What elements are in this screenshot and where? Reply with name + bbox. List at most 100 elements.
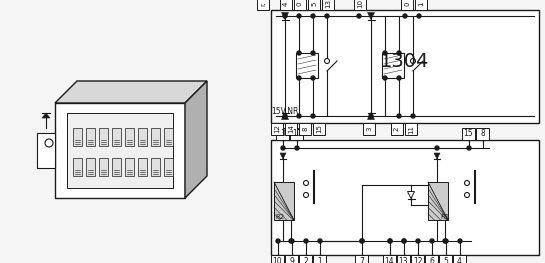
Circle shape	[304, 193, 308, 198]
Text: 6: 6	[429, 256, 434, 263]
Bar	[294, 0, 306, 10]
Polygon shape	[55, 81, 207, 103]
Bar	[354, 0, 366, 10]
Bar	[308, 0, 320, 10]
Text: 9: 9	[289, 256, 294, 263]
Polygon shape	[434, 153, 440, 159]
Circle shape	[360, 239, 364, 243]
Bar	[274, 182, 294, 220]
Bar	[55, 103, 185, 198]
Bar	[257, 0, 269, 10]
Circle shape	[397, 76, 401, 80]
Bar	[476, 128, 489, 140]
Circle shape	[304, 239, 308, 243]
Circle shape	[289, 239, 293, 243]
Bar	[164, 128, 173, 146]
Bar	[73, 128, 82, 146]
Circle shape	[360, 239, 364, 243]
Circle shape	[283, 114, 287, 118]
Bar	[138, 158, 147, 176]
Polygon shape	[42, 113, 50, 118]
Text: 11: 11	[292, 129, 301, 139]
Bar	[138, 128, 147, 146]
Text: R2: R2	[275, 214, 284, 220]
Bar	[299, 123, 311, 135]
Text: 15: 15	[316, 125, 322, 133]
Circle shape	[444, 239, 448, 243]
Text: 4: 4	[457, 256, 462, 263]
Circle shape	[297, 51, 301, 55]
Bar	[462, 128, 475, 140]
Circle shape	[311, 14, 315, 18]
Circle shape	[324, 58, 330, 63]
Circle shape	[297, 114, 301, 118]
Circle shape	[297, 14, 301, 18]
Circle shape	[318, 239, 322, 243]
Circle shape	[325, 14, 329, 18]
Bar	[285, 255, 298, 263]
Circle shape	[45, 139, 53, 147]
Bar	[125, 158, 134, 176]
Text: 0: 0	[404, 2, 410, 6]
Text: 14: 14	[288, 125, 294, 133]
Circle shape	[435, 146, 439, 150]
Bar	[86, 128, 95, 146]
Circle shape	[430, 239, 434, 243]
Bar	[37, 133, 55, 168]
Bar	[73, 158, 82, 176]
Bar	[112, 128, 121, 146]
Bar	[285, 123, 297, 135]
Polygon shape	[282, 113, 288, 119]
Bar	[67, 113, 173, 188]
Bar	[313, 255, 326, 263]
Text: 14: 14	[385, 256, 395, 263]
Bar	[296, 53, 318, 78]
Bar	[363, 123, 375, 135]
Circle shape	[281, 146, 285, 150]
Bar	[411, 255, 424, 263]
Polygon shape	[282, 13, 288, 19]
Text: 2: 2	[303, 256, 308, 263]
Text: 1: 1	[418, 2, 424, 6]
Text: 13: 13	[399, 256, 408, 263]
Text: r.: r.	[260, 2, 266, 6]
Circle shape	[290, 239, 294, 243]
Circle shape	[276, 239, 280, 243]
Circle shape	[464, 193, 469, 198]
Circle shape	[443, 239, 447, 243]
Bar	[86, 158, 95, 176]
Bar	[290, 128, 303, 140]
Text: 11: 11	[408, 124, 414, 134]
Bar	[391, 123, 403, 135]
Bar	[112, 158, 121, 176]
Circle shape	[458, 239, 462, 243]
Circle shape	[388, 239, 392, 243]
Text: 13: 13	[325, 0, 331, 8]
Bar	[383, 255, 396, 263]
Text: 5: 5	[443, 256, 448, 263]
Bar	[397, 255, 410, 263]
Bar	[415, 0, 427, 10]
Bar	[405, 123, 417, 135]
Text: 8: 8	[480, 129, 485, 139]
Circle shape	[402, 239, 406, 243]
Text: 10: 10	[272, 256, 282, 263]
Text: 7: 7	[359, 256, 364, 263]
Text: 8: 8	[302, 127, 308, 131]
Bar	[425, 255, 438, 263]
Bar	[355, 255, 368, 263]
Circle shape	[417, 14, 421, 18]
Bar	[271, 140, 539, 255]
Text: 3: 3	[280, 129, 285, 139]
Bar	[99, 158, 108, 176]
Text: 5: 5	[311, 2, 317, 6]
Bar	[453, 255, 466, 263]
Polygon shape	[367, 113, 374, 119]
Text: 12: 12	[274, 125, 280, 133]
Bar	[439, 255, 452, 263]
Circle shape	[304, 180, 308, 185]
Circle shape	[383, 76, 387, 80]
Circle shape	[369, 114, 373, 118]
Circle shape	[297, 76, 301, 80]
Text: 1: 1	[317, 256, 322, 263]
